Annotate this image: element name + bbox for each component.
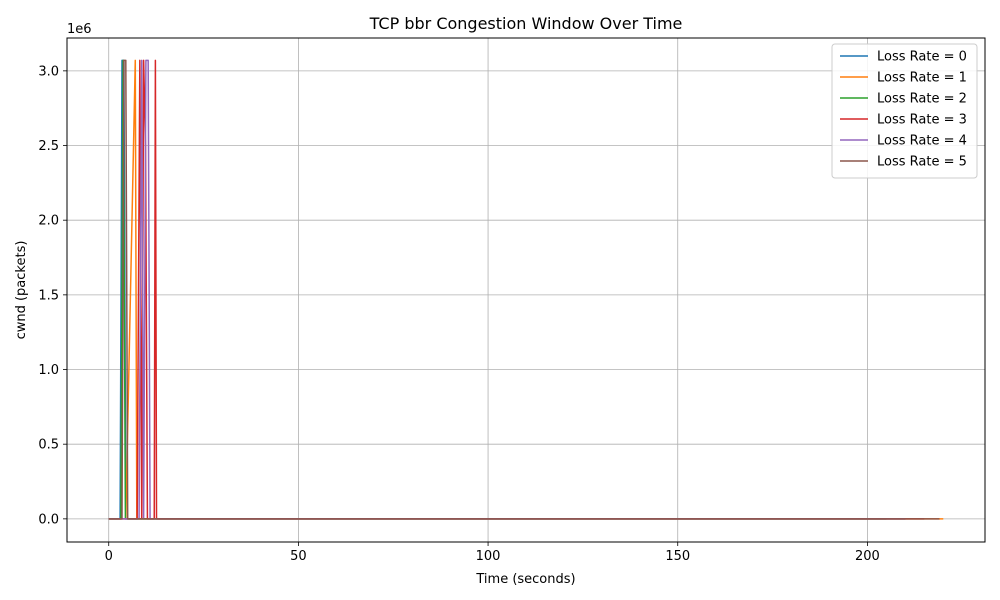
legend-box xyxy=(831,43,978,179)
legend-entry-0: Loss Rate = 0 xyxy=(877,50,967,65)
y-tick-label: 2.0 xyxy=(38,214,59,229)
y-axis-label: cwnd (packets) xyxy=(14,241,29,340)
y-tick-label: 1.0 xyxy=(38,363,59,378)
x-tick-label: 150 xyxy=(665,549,690,564)
axis-ticks: 0 50 100 150 200 0.0 0.5 1.0 1.5 2.0 2.5 3.0 xyxy=(38,64,880,564)
legend-entry-1: Loss Rate = 1 xyxy=(877,71,967,86)
legend-entry-4: Loss Rate = 4 xyxy=(877,134,967,149)
y-tick-label: 1.5 xyxy=(38,288,59,303)
x-tick-label: 200 xyxy=(855,549,880,564)
series-line-4 xyxy=(108,59,906,520)
y-tick-label: 0.0 xyxy=(38,512,59,527)
legend-entry-2: Loss Rate = 2 xyxy=(877,92,967,107)
x-tick-label: 0 xyxy=(105,549,113,564)
plot-frame xyxy=(66,37,986,543)
legend: Loss Rate = 0 Loss Rate = 1 Loss Rate = 2 L… xyxy=(831,43,978,179)
series-lines xyxy=(108,59,944,520)
y-tick-label: 2.5 xyxy=(38,139,59,154)
chart-title: TCP bbr Congestion Window Over Time xyxy=(369,14,683,33)
legend-entry-5: Loss Rate = 5 xyxy=(877,155,967,170)
y-tick-label: 0.5 xyxy=(38,438,59,453)
x-tick-label: 50 xyxy=(290,549,307,564)
x-tick-label: 100 xyxy=(476,549,501,564)
y-tick-label: 3.0 xyxy=(38,64,59,79)
series-line-5 xyxy=(108,59,940,520)
legend-entry-3: Loss Rate = 3 xyxy=(877,113,967,128)
y-axis-offset-label: 1e6 xyxy=(67,22,92,37)
x-axis-label: Time (seconds) xyxy=(475,572,575,587)
